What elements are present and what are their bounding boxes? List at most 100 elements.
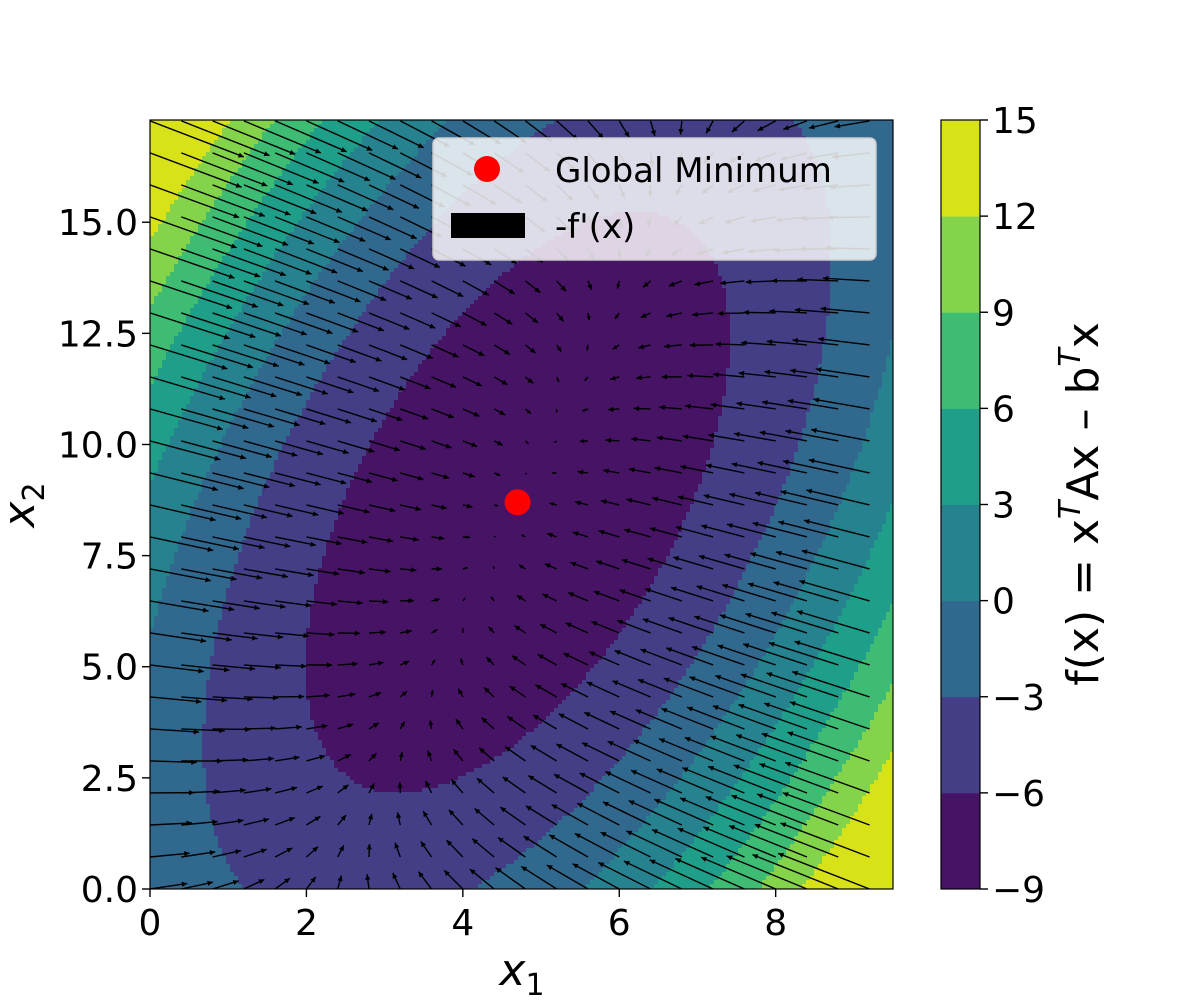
contour-cell	[454, 124, 459, 129]
contour-cell	[330, 172, 335, 177]
contour-cell	[358, 164, 363, 169]
contour-cell	[726, 124, 731, 129]
contour-cell	[418, 188, 423, 193]
contour-cell	[758, 124, 763, 129]
contour-cell	[638, 132, 643, 137]
contour-cell	[330, 180, 335, 185]
contour-cell	[406, 176, 411, 181]
contour-cell	[182, 156, 187, 161]
contour-cell	[178, 144, 183, 149]
contour-cell	[362, 132, 367, 137]
contour-cell	[874, 132, 879, 137]
contour-cell	[490, 120, 495, 125]
contour-cell	[350, 144, 355, 149]
contour-cell	[882, 220, 887, 225]
contour-cell	[878, 120, 883, 125]
contour-cell	[846, 120, 851, 125]
contour-cell	[698, 132, 703, 137]
contour-cell	[322, 216, 327, 221]
contour-cell	[338, 148, 343, 153]
contour-cell	[882, 196, 887, 201]
contour-cell	[150, 140, 155, 145]
contour-cell	[342, 184, 347, 189]
contour-cell	[246, 156, 251, 161]
contour-cell	[334, 168, 339, 173]
contour-cell	[262, 176, 267, 181]
contour-cell	[282, 176, 287, 181]
contour-cell	[418, 128, 423, 133]
contour-cell	[278, 224, 283, 229]
contour-cell	[278, 136, 283, 141]
contour-cell	[414, 196, 419, 201]
contour-cell	[286, 120, 291, 125]
contour-cell	[214, 180, 219, 185]
contour-cell	[450, 120, 455, 125]
contour-cell	[250, 120, 255, 125]
contour-cell	[250, 132, 255, 137]
contour-cell	[878, 188, 883, 193]
contour-cell	[222, 156, 227, 161]
contour-cell	[386, 172, 391, 177]
contour-cell	[202, 168, 207, 173]
contour-cell	[414, 128, 419, 133]
contour-cell	[242, 200, 247, 205]
contour-cell	[406, 184, 411, 189]
contour-cell	[650, 128, 655, 133]
contour-cell	[366, 224, 371, 229]
contour-cell	[878, 180, 883, 185]
contour-cell	[730, 124, 735, 129]
contour-cell	[202, 216, 207, 221]
contour-cell	[418, 140, 423, 145]
contour-cell	[258, 128, 263, 133]
contour-cell	[346, 120, 351, 125]
contour-cell	[274, 152, 279, 157]
contour-cell	[274, 124, 279, 129]
contour-cell	[570, 124, 575, 129]
contour-cell	[258, 172, 263, 177]
contour-cell	[238, 164, 243, 169]
contour-cell	[354, 176, 359, 181]
contour-cell	[274, 212, 279, 217]
contour-cell	[390, 156, 395, 161]
contour-cell	[402, 180, 407, 185]
contour-cell	[414, 148, 419, 153]
contour-cell	[282, 184, 287, 189]
contour-cell	[622, 120, 627, 125]
contour-cell	[474, 120, 479, 125]
contour-cell	[186, 132, 191, 137]
contour-cell	[250, 128, 255, 133]
contour-cell	[486, 132, 491, 137]
contour-cell	[242, 184, 247, 189]
contour-cell	[258, 132, 263, 137]
contour-cell	[614, 128, 619, 133]
contour-cell	[882, 152, 887, 157]
contour-cell	[378, 136, 383, 141]
contour-cell	[306, 172, 311, 177]
contour-cell	[206, 164, 211, 169]
contour-cell	[170, 144, 175, 149]
contour-cell	[658, 132, 663, 137]
contour-cell	[314, 156, 319, 161]
contour-cell	[398, 220, 403, 225]
contour-cell	[886, 124, 891, 129]
contour-cell	[358, 172, 363, 177]
contour-cell	[218, 160, 223, 165]
contour-cell	[338, 192, 343, 197]
contour-cell	[358, 156, 363, 161]
contour-cell	[378, 152, 383, 157]
contour-cell	[230, 144, 235, 149]
contour-cell	[222, 120, 227, 125]
contour-cell	[198, 212, 203, 217]
contour-cell	[406, 192, 411, 197]
contour-cell	[798, 128, 803, 133]
contour-cell	[378, 132, 383, 137]
contour-cell	[814, 128, 819, 133]
contour-cell	[282, 124, 287, 129]
contour-cell	[214, 220, 219, 225]
contour-cell	[398, 132, 403, 137]
contour-cell	[854, 124, 859, 129]
contour-cell	[218, 176, 223, 181]
contour-cell	[186, 204, 191, 209]
contour-cell	[190, 148, 195, 153]
contour-cell	[374, 212, 379, 217]
